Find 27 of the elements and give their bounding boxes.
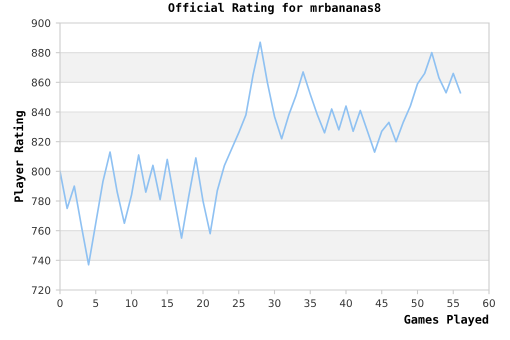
- y-tick-label: 840: [32, 108, 50, 116]
- x-tick-label: 25: [232, 299, 244, 308]
- x-tick-label: 35: [304, 299, 316, 308]
- y-tick-label: 780: [32, 197, 50, 206]
- y-tick-label: 740: [32, 256, 50, 264]
- y-tick-label: 820: [32, 138, 50, 146]
- x-tick-label: 15: [162, 299, 173, 308]
- chart-title: Official Rating for mrbananas8: [168, 2, 380, 14]
- y-axis-title: Player Rating: [13, 111, 26, 202]
- x-axis-title: Games Played: [404, 314, 488, 326]
- x-tick-label: 50: [412, 299, 424, 308]
- y-tick-label: 800: [32, 168, 50, 176]
- x-tick-label: 55: [447, 299, 459, 308]
- x-tick-label: 0: [57, 299, 63, 308]
- y-tick-label: 900: [32, 19, 50, 28]
- x-tick-label: 10: [126, 299, 138, 308]
- x-tick-label: 30: [268, 299, 280, 308]
- x-tick-label: 5: [93, 299, 98, 308]
- y-tick-label: 860: [32, 78, 50, 86]
- x-tick-label: 20: [197, 299, 209, 308]
- y-tick-label: 720: [32, 286, 50, 294]
- x-tick-label: 40: [340, 299, 352, 308]
- x-tick-label: 45: [376, 299, 388, 308]
- y-tick-label: 760: [32, 226, 50, 235]
- line-series: [60, 41, 462, 266]
- y-tick-label: 880: [32, 48, 50, 57]
- x-tick-label: 60: [483, 299, 495, 308]
